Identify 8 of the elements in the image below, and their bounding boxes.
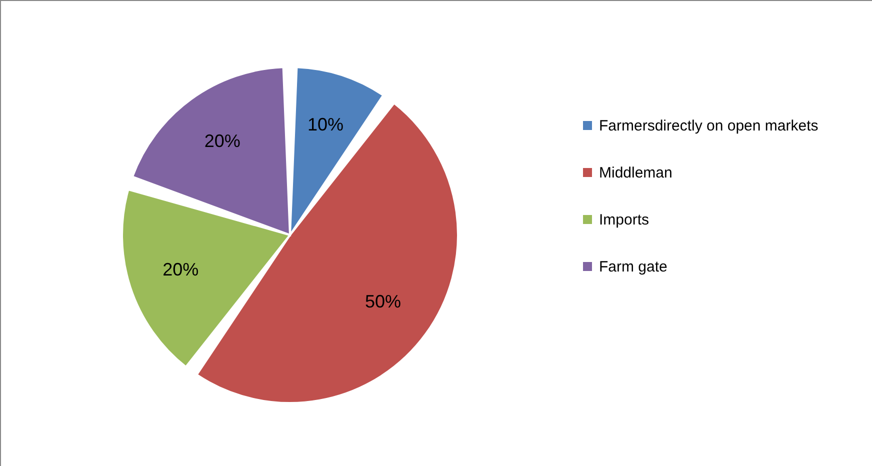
data-label: 50% <box>365 292 402 312</box>
legend-label: Middleman <box>599 164 672 182</box>
legend-label: Imports <box>599 212 650 228</box>
legend-label: Farm gate <box>599 258 668 276</box>
legend-label: Farmersdirectly on open markets <box>599 118 818 134</box>
data-label: 10% <box>308 114 344 135</box>
data-label: 20% <box>204 130 240 151</box>
data-label: 20% <box>162 260 199 280</box>
